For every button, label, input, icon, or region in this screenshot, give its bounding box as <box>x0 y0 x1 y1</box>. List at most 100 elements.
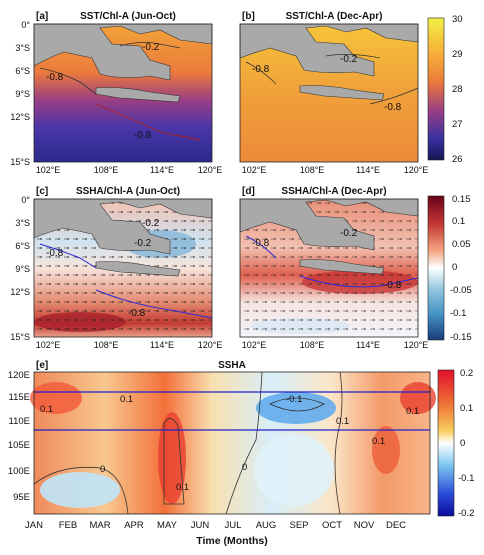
lon-tick: 102°E <box>242 340 267 350</box>
ssha-colorbar-tick: 0 <box>452 262 457 273</box>
lon-tick: 108°E <box>300 165 325 175</box>
panel-e-title: SSHA <box>218 360 246 371</box>
panel-a-frame <box>33 23 213 163</box>
panel-e-contour-label: 0 <box>242 462 247 473</box>
hov-x-label: Time (Months) <box>196 535 268 547</box>
panel-c-contour-label-2: -0.8 <box>46 248 64 259</box>
panel-c-java <box>95 261 181 277</box>
panel-d-contour-label-3: -0.8 <box>384 280 402 291</box>
panel-e-contour-label: 0.1 <box>336 416 349 427</box>
ssha-colorbar: 0.15 0.1 0.05 0 -0.05 -0.1 -0.15 <box>427 194 472 343</box>
panel-d: -0.2 -0.8 -0.8 [d] SSHA/Chl-A (Dec-Apr) … <box>239 186 428 350</box>
panel-d-land <box>239 198 419 251</box>
lon-tick: 120°E <box>198 165 223 175</box>
panel-a-contour-label-1: -0.2 <box>142 42 160 53</box>
hov-x-tick: OCT <box>322 520 342 531</box>
panel-b-title: SST/Chl-A (Dec-Apr) <box>286 11 383 22</box>
hov-y-tick: 115E <box>9 392 30 403</box>
lat-tick: 9°S <box>15 89 30 99</box>
hov-colorbar-tick: -0.1 <box>458 473 474 484</box>
panel-b-contour-2 <box>245 61 277 85</box>
panel-d-contour-label-1: -0.2 <box>340 228 358 239</box>
sst-colorbar-bar <box>427 17 445 161</box>
panel-e-contour-label: -0.1 <box>286 394 302 405</box>
hov-colorbar-tick: -0.2 <box>458 508 474 519</box>
hov-y-tick: 100E <box>8 466 30 477</box>
hov-colorbar: 0.2 0.1 0 -0.1 -0.2 <box>437 368 474 519</box>
hov-colorbar-tick: 0.2 <box>460 368 473 379</box>
panel-c-contour-label-1: -0.2 <box>142 218 160 229</box>
panel-c-tag: [c] <box>36 186 48 197</box>
panel-b-tag: [b] <box>242 11 255 22</box>
panel-a-java <box>95 87 181 103</box>
hov-x-tick: FEB <box>59 520 77 531</box>
lat-tick: 0° <box>21 195 30 205</box>
hov-x-tick: APR <box>124 520 144 531</box>
panel-a-contour-label-2: -0.8 <box>46 72 64 83</box>
panel-b-contour-label-1: -0.2 <box>340 54 358 65</box>
panel-c: -0.2 -0.8 -0.2 -0.8 [c] SSHA/Chl-A (Jun-… <box>10 186 222 350</box>
sst-colorbar-tick: 28 <box>452 84 463 95</box>
lat-tick: 3°S <box>15 43 30 53</box>
lat-tick: 15°S <box>10 157 30 167</box>
ssha-colorbar-tick: -0.1 <box>450 308 466 319</box>
lon-tick: 114°E <box>150 340 174 350</box>
panel-e-contour-may <box>163 418 185 505</box>
hov-x-tick: MAY <box>157 520 178 531</box>
ssha-colorbar-tick: 0.05 <box>452 239 471 250</box>
lat-tick: 6°S <box>15 241 30 251</box>
ssha-colorbar-bar <box>427 195 445 341</box>
panel-b-contour-3 <box>369 87 419 105</box>
hov-x-tick: SEP <box>289 520 308 531</box>
lon-tick: 120°E <box>404 165 429 175</box>
panel-e-tag: [e] <box>36 360 48 371</box>
panel-a-contour-1 <box>119 42 181 49</box>
panel-c-contour-label-3: -0.2 <box>134 238 152 249</box>
panel-e-contour-label: 0.1 <box>406 406 419 417</box>
lon-tick: 108°E <box>300 340 325 350</box>
panel-b-java <box>299 85 385 101</box>
panel-c-contour-label-4: -0.8 <box>128 308 146 319</box>
panel-e-contour-label: 0 <box>100 464 105 475</box>
lat-tick: 6°S <box>15 66 30 76</box>
hov-y-tick: 95E <box>13 492 30 503</box>
lat-tick: 12°S <box>10 287 30 297</box>
panel-e-warm-nov <box>372 426 400 474</box>
panel-d-tag: [d] <box>242 186 255 197</box>
hov-x-tick: JAN <box>25 520 43 531</box>
panel-e-warm-dec <box>400 382 436 414</box>
lon-tick: 114°E <box>356 165 380 175</box>
panel-b-frame <box>239 23 419 163</box>
panel-c-title: SSHA/Chl-A (Jun-Oct) <box>76 186 180 197</box>
panel-b-land <box>239 23 419 77</box>
sst-colorbar-tick: 30 <box>452 14 463 25</box>
lat-tick: 12°S <box>10 112 30 122</box>
panel-e-warm-jan <box>30 382 82 414</box>
panel-e-contour-label: 0.1 <box>40 404 53 415</box>
panel-e-contour-neg <box>269 397 325 412</box>
lon-tick: 102°E <box>242 165 267 175</box>
panel-a-contour-label-3: -0.8 <box>134 130 152 141</box>
hov-colorbar-tick: 0 <box>460 438 465 449</box>
panel-b-contour-label-2: -0.8 <box>252 64 270 75</box>
panel-e-contour-label: 0.1 <box>120 394 133 405</box>
panel-e-cool-sep <box>256 392 336 424</box>
sst-colorbar-tick: 27 <box>452 119 463 130</box>
panel-e-cool-sw <box>40 472 120 508</box>
lon-tick: 114°E <box>150 165 174 175</box>
lon-tick: 102°E <box>36 165 61 175</box>
hov-x-tick: JUL <box>225 520 242 531</box>
sst-colorbar: 30 29 28 27 26 <box>427 14 463 165</box>
panel-a-contour-2 <box>39 67 97 95</box>
ssha-colorbar-tick: 0.15 <box>452 194 471 205</box>
lat-tick: 15°S <box>10 332 30 342</box>
panel-d-contour-blue <box>245 235 419 288</box>
panel-b: -0.2 -0.8 -0.8 [b] SST/Chl-A (Dec-Apr) 1… <box>239 11 429 175</box>
sst-colorbar-tick: 26 <box>452 154 463 165</box>
panel-d-java <box>299 259 385 275</box>
panel-b-contour-1 <box>325 54 381 59</box>
hov-colorbar-bar <box>437 369 455 517</box>
hov-y-tick: 120E <box>8 370 30 381</box>
ssha-colorbar-tick: -0.05 <box>450 285 472 296</box>
